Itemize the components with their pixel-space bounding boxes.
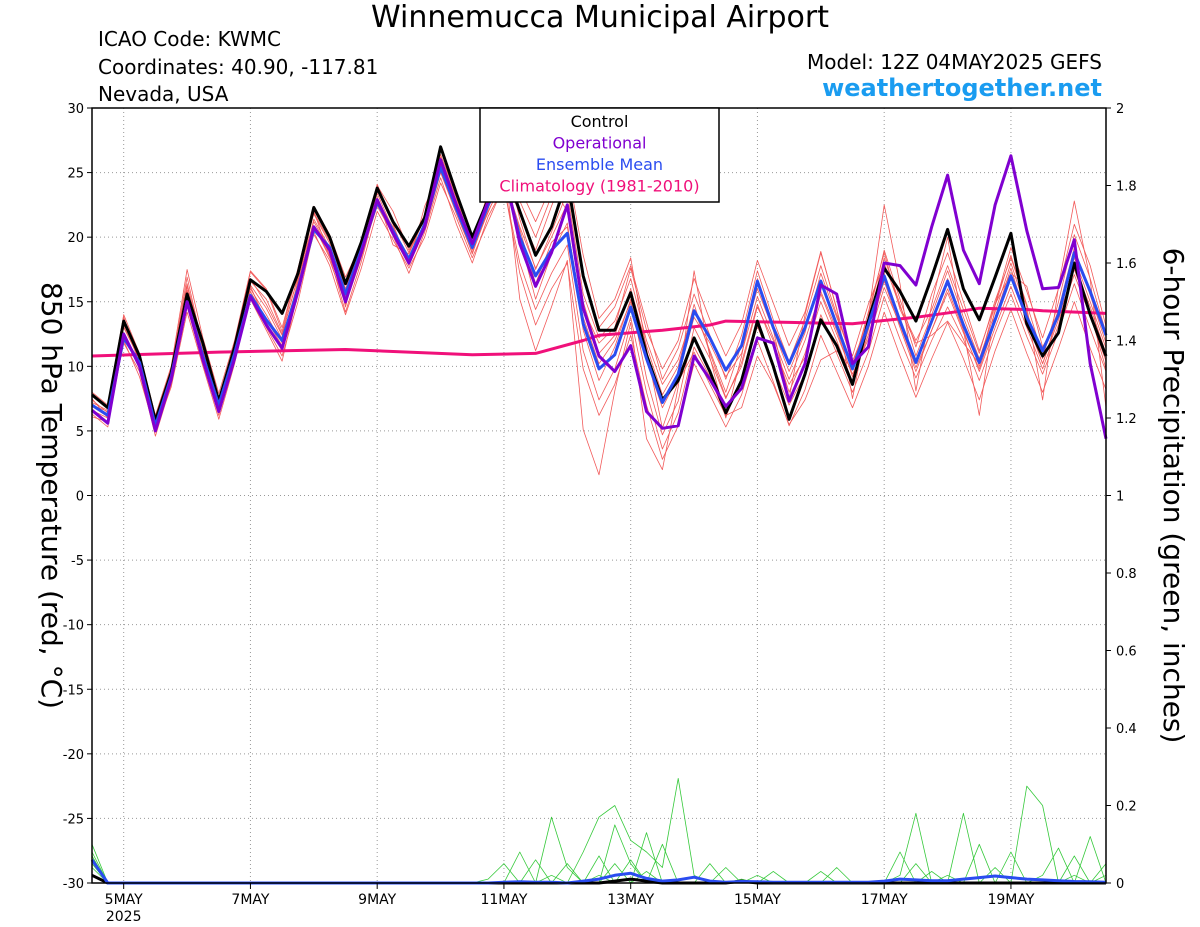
y-right-tick-label: 1	[1116, 490, 1124, 505]
temperature-line-climatology-1981-2010	[91, 306, 1107, 358]
y-left-tick-label: 20	[67, 231, 84, 246]
y-left-axis-title: 850 hPa Temperature (red, °C)	[35, 282, 68, 709]
y-left-tick-label: -10	[63, 619, 84, 634]
precip-member-line	[91, 812, 1107, 884]
legend-entry-operational: Operational	[553, 134, 647, 153]
y-left-tick-label: 5	[76, 425, 84, 440]
temperature-line-control	[91, 145, 1108, 423]
site-link[interactable]: weathertogether.net	[822, 74, 1102, 102]
y-right-tick-label: 1.4	[1116, 335, 1137, 350]
y-right-tick-label: 2	[1116, 102, 1124, 117]
region: Nevada, USA	[98, 82, 229, 106]
y-left-tick-label: 0	[76, 490, 84, 505]
legend-box	[479, 107, 720, 203]
temperature-line-operational	[91, 154, 1108, 440]
x-tick-label: 17MAY	[861, 892, 908, 908]
y-right-tick-label: 1.8	[1116, 180, 1137, 195]
y-right-tick-label: 0.6	[1116, 645, 1137, 660]
x-tick-label: 5MAY	[105, 892, 143, 908]
y-left-tick-label: -30	[63, 877, 84, 892]
temperature-member-line	[91, 151, 1107, 425]
y-left-tick-label: 30	[67, 102, 84, 117]
temperature-member-line	[91, 156, 1107, 416]
coordinates: Coordinates: 40.90, -117.81	[98, 55, 379, 79]
y-left-tick-label: -5	[71, 554, 84, 569]
legend-entry-ensemble-mean: Ensemble Mean	[536, 155, 663, 174]
y-left-tick-label: 10	[67, 360, 84, 375]
x-tick-label: 7MAY	[231, 892, 269, 908]
y-right-tick-label: 0.4	[1116, 722, 1137, 737]
x-tick-label: 15MAY	[734, 892, 781, 908]
temperature-line-ensemble-mean	[91, 165, 1108, 428]
temperature-member-line	[91, 161, 1107, 429]
icao-code: ICAO Code: KWMC	[98, 27, 281, 51]
y-right-tick-label: 1.2	[1116, 412, 1137, 427]
legend-entry-climatology-1981-2010: Climatology (1981-2010)	[499, 177, 699, 196]
x-year-label: 2025	[106, 909, 142, 925]
y-right-tick-label: 0.2	[1116, 800, 1137, 815]
y-right-tick-label: 0	[1116, 877, 1124, 892]
y-left-tick-label: -15	[63, 683, 84, 698]
x-tick-label: 13MAY	[607, 892, 654, 908]
temperature-member-line	[91, 159, 1107, 476]
model-run: Model: 12Z 04MAY2025 GEFS	[807, 50, 1102, 74]
y-left-tick-label: 25	[67, 167, 84, 182]
precip-member-line	[91, 778, 1106, 884]
x-tick-label: 11MAY	[480, 892, 527, 908]
precip-member-line	[91, 843, 1107, 884]
y-right-tick-label: 0.8	[1116, 567, 1137, 582]
y-left-tick-label: -20	[63, 748, 84, 763]
temperature-member-line	[91, 177, 1107, 450]
y-left-tick-label: 15	[67, 296, 84, 311]
x-tick-label: 9MAY	[358, 892, 396, 908]
chart-title: Winnemucca Municipal Airport	[370, 0, 830, 35]
y-right-axis-title: 6-hour Precipitation (green, inches)	[1157, 248, 1190, 744]
y-right-tick-label: 1.6	[1116, 257, 1137, 272]
precip-line-ensemble-mean	[90, 858, 1107, 885]
y-left-tick-label: -25	[63, 812, 84, 827]
x-tick-label: 19MAY	[987, 892, 1034, 908]
legend-entry-control: Control	[571, 112, 629, 131]
